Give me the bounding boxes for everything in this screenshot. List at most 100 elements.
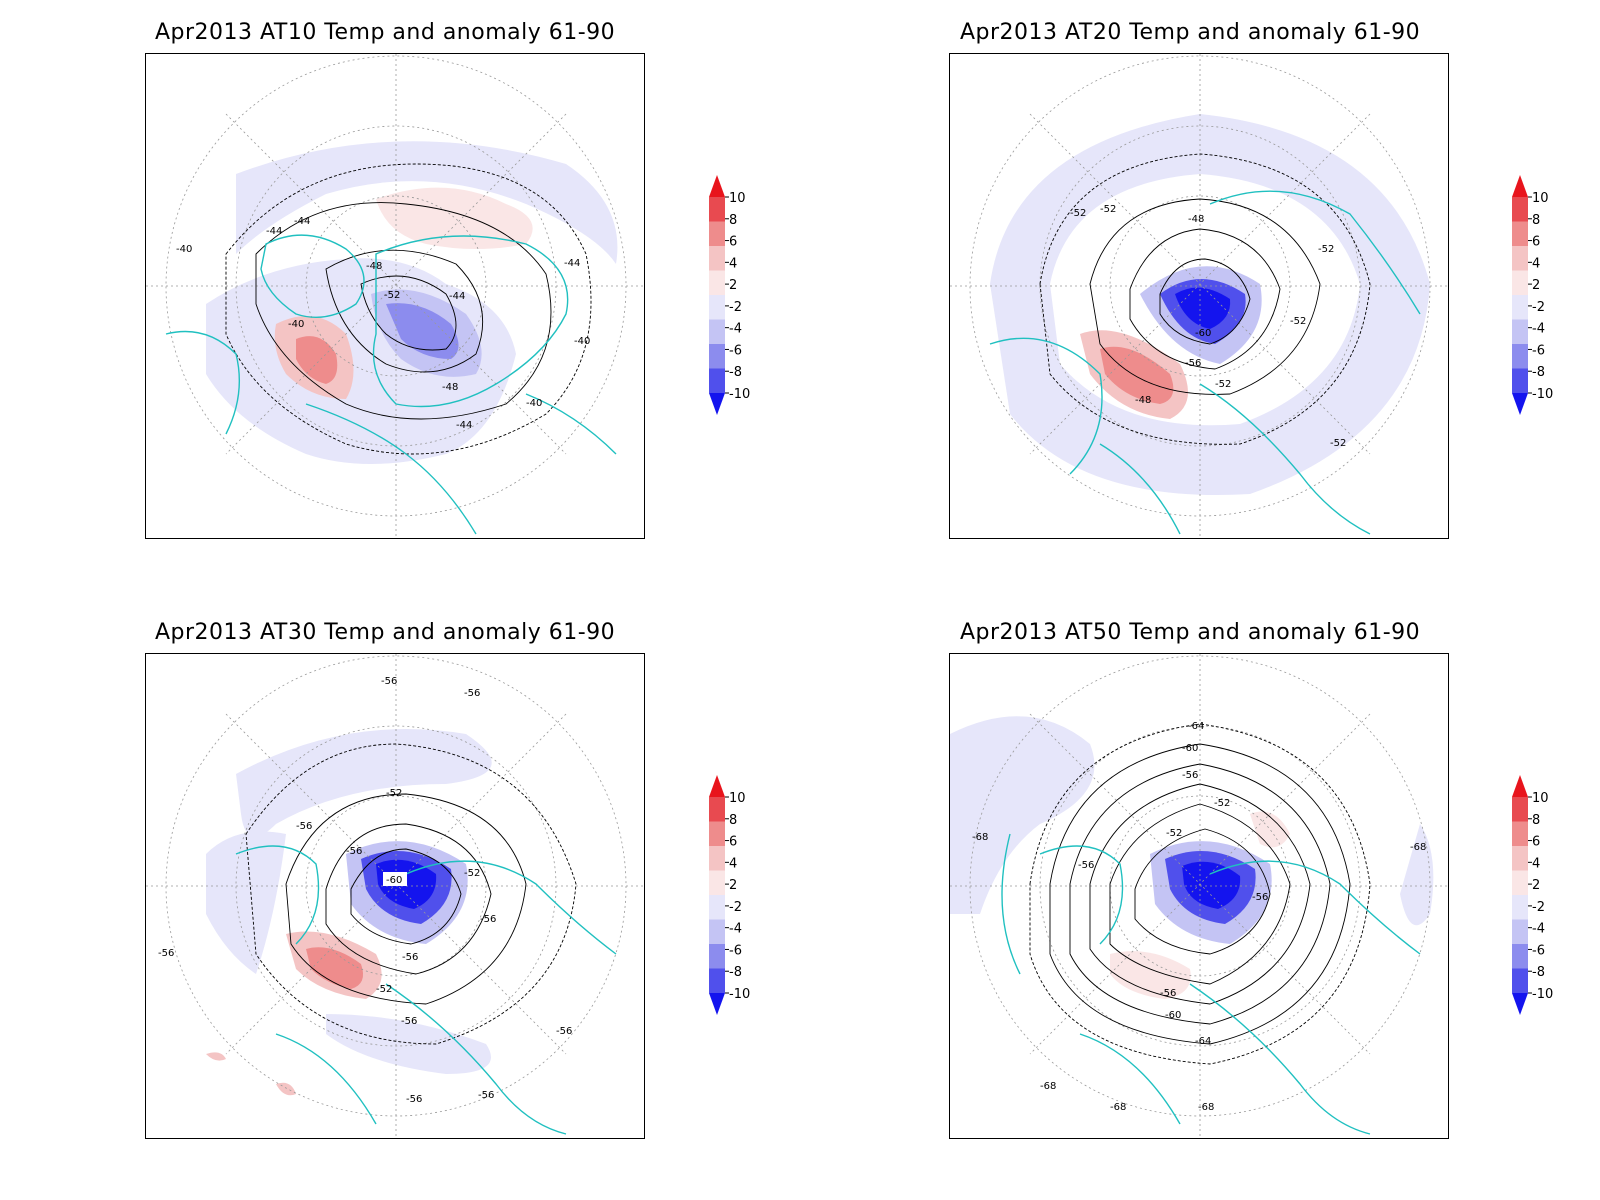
colorbar: 10 8 6 4 2 -2 -4 -6 -8 -10 xyxy=(705,775,775,1055)
colorbar-label: 4 xyxy=(729,256,737,271)
anomaly-cold-area xyxy=(236,729,492,837)
contour-label: -48 xyxy=(1135,395,1151,406)
contour-label: -56 xyxy=(480,914,496,925)
contour-label: -40 xyxy=(574,336,590,347)
colorbar-label: 8 xyxy=(1532,813,1540,828)
panel-title: Apr2013 AT20 Temp and anomaly 61-90 xyxy=(960,20,1421,45)
colorbar-segment xyxy=(709,197,725,222)
colorbar-label: -2 xyxy=(729,300,742,315)
colorbar-label: -10 xyxy=(729,387,750,402)
colorbar-label: -8 xyxy=(729,965,742,980)
contour-label: -52 xyxy=(386,788,402,799)
colorbar-segment xyxy=(709,846,725,871)
anomaly-cold-area xyxy=(206,831,286,974)
contour-label: -52 xyxy=(1330,438,1346,449)
contour-label: -56 xyxy=(1185,358,1201,369)
anomaly-cold-area xyxy=(950,716,1095,914)
anomaly-cold-area xyxy=(326,1014,491,1074)
contour-label: -56 xyxy=(478,1090,494,1101)
anomaly-cold-area xyxy=(1400,824,1434,926)
contour-label: -68 xyxy=(972,832,988,843)
colorbar-svg: 10 8 6 4 2 -2 -4 -6 -8 -10 xyxy=(709,775,750,1015)
contour-label: -64 xyxy=(1195,1036,1211,1047)
colorbar-label: 4 xyxy=(1532,256,1540,271)
colorbar-segment xyxy=(1512,197,1528,222)
contour-label-box xyxy=(383,872,407,886)
colorbar-svg: 10 8 6 4 2 -2 -4 -6 -8 -10 xyxy=(1512,775,1553,1015)
contour-label: -40 xyxy=(176,244,192,255)
contour-label: -48 xyxy=(442,382,458,393)
colorbar-label: -8 xyxy=(1532,365,1545,380)
colorbar-label: -6 xyxy=(1532,343,1545,358)
contour-label: -56 xyxy=(1252,892,1268,903)
colorbar-label: -2 xyxy=(729,900,742,915)
colorbar-segment xyxy=(709,368,725,393)
colorbar-arrow-top xyxy=(709,775,725,797)
map-svg: -64 -60 -56 -52 -52 -56 -56 -68 -68 -56 … xyxy=(950,654,1448,1138)
contour-label: -44 xyxy=(266,226,282,237)
contour-label: -40 xyxy=(526,398,542,409)
colorbar-arrow-bottom xyxy=(709,993,725,1015)
colorbar-segment xyxy=(709,821,725,846)
colorbar-label: -4 xyxy=(1532,322,1545,337)
contour-label: -52 xyxy=(1166,828,1182,839)
colorbar-svg: 10 8 6 4 2 -2 -4 -6 -8 -10 xyxy=(1512,175,1553,415)
colorbar-label: -6 xyxy=(729,343,742,358)
colorbar-label: -4 xyxy=(729,922,742,937)
contour-label: -48 xyxy=(366,261,382,272)
colorbar: 10 8 6 4 2 -2 -4 -6 -8 -10 xyxy=(705,175,775,455)
colorbar-segment xyxy=(1512,368,1528,393)
colorbar-arrow-top xyxy=(1512,775,1528,797)
colorbar-label: -4 xyxy=(1532,922,1545,937)
colorbar-label: 10 xyxy=(1532,791,1549,806)
anomaly-warm-area xyxy=(276,1082,296,1096)
colorbar-segment xyxy=(709,968,725,993)
contour-label: -68 xyxy=(1110,1102,1126,1113)
colorbar-segment xyxy=(709,797,725,822)
contour-label: -68 xyxy=(1198,1102,1214,1113)
contour-label: -56 xyxy=(402,952,418,963)
colorbar-segment xyxy=(1512,870,1528,895)
contour-label: -60 xyxy=(1182,743,1198,754)
colorbar-label: 10 xyxy=(729,191,746,206)
contour-label: -56 xyxy=(1182,770,1198,781)
colorbar-label: 8 xyxy=(729,213,737,228)
colorbar-label: -4 xyxy=(729,322,742,337)
contour-label: -64 xyxy=(1188,721,1204,732)
anomaly-warm-core xyxy=(1100,346,1174,404)
contour-label: -68 xyxy=(1040,1081,1056,1092)
colorbar: 10 8 6 4 2 -2 -4 -6 -8 -10 xyxy=(1508,775,1578,1055)
contour-label: -56 xyxy=(296,821,312,832)
colorbar-label: 8 xyxy=(1532,213,1540,228)
colorbar: 10 8 6 4 2 -2 -4 -6 -8 -10 xyxy=(1508,175,1578,455)
colorbar-label: 10 xyxy=(1532,191,1549,206)
colorbar-label: -2 xyxy=(1532,300,1545,315)
anomaly-warm-core xyxy=(296,336,338,384)
contour-label: -56 xyxy=(406,1094,422,1105)
anomaly-cold-core xyxy=(386,303,459,359)
colorbar-segment xyxy=(1512,797,1528,822)
polar-map: -40 -44 -44 -48 -52 -44 -44 -40 -40 -48 … xyxy=(145,53,645,539)
colorbar-label: -10 xyxy=(1532,987,1553,1002)
contour-label: -52 xyxy=(384,290,400,301)
contour-label: -44 xyxy=(294,216,310,227)
anomaly-warm-area xyxy=(206,1052,226,1061)
colorbar-segment xyxy=(709,221,725,246)
colorbar-segment xyxy=(1512,246,1528,271)
contour-label: -44 xyxy=(449,291,465,302)
contour-label: -44 xyxy=(564,258,580,269)
contour-label: -52 xyxy=(1070,208,1086,219)
contour-label: -52 xyxy=(464,868,480,879)
anomaly-warm-area xyxy=(1110,951,1191,999)
colorbar-segment xyxy=(709,319,725,344)
colorbar-label: -8 xyxy=(729,365,742,380)
colorbar-segment xyxy=(1512,895,1528,920)
contour-label: -52 xyxy=(1100,204,1116,215)
colorbar-label: 2 xyxy=(729,278,737,293)
panel-title: Apr2013 AT50 Temp and anomaly 61-90 xyxy=(960,620,1421,645)
colorbar-label: 2 xyxy=(1532,878,1540,893)
colorbar-segment xyxy=(709,870,725,895)
contour-label: -40 xyxy=(288,319,304,330)
contour-label: -52 xyxy=(1214,798,1230,809)
colorbar-label: 4 xyxy=(1532,856,1540,871)
